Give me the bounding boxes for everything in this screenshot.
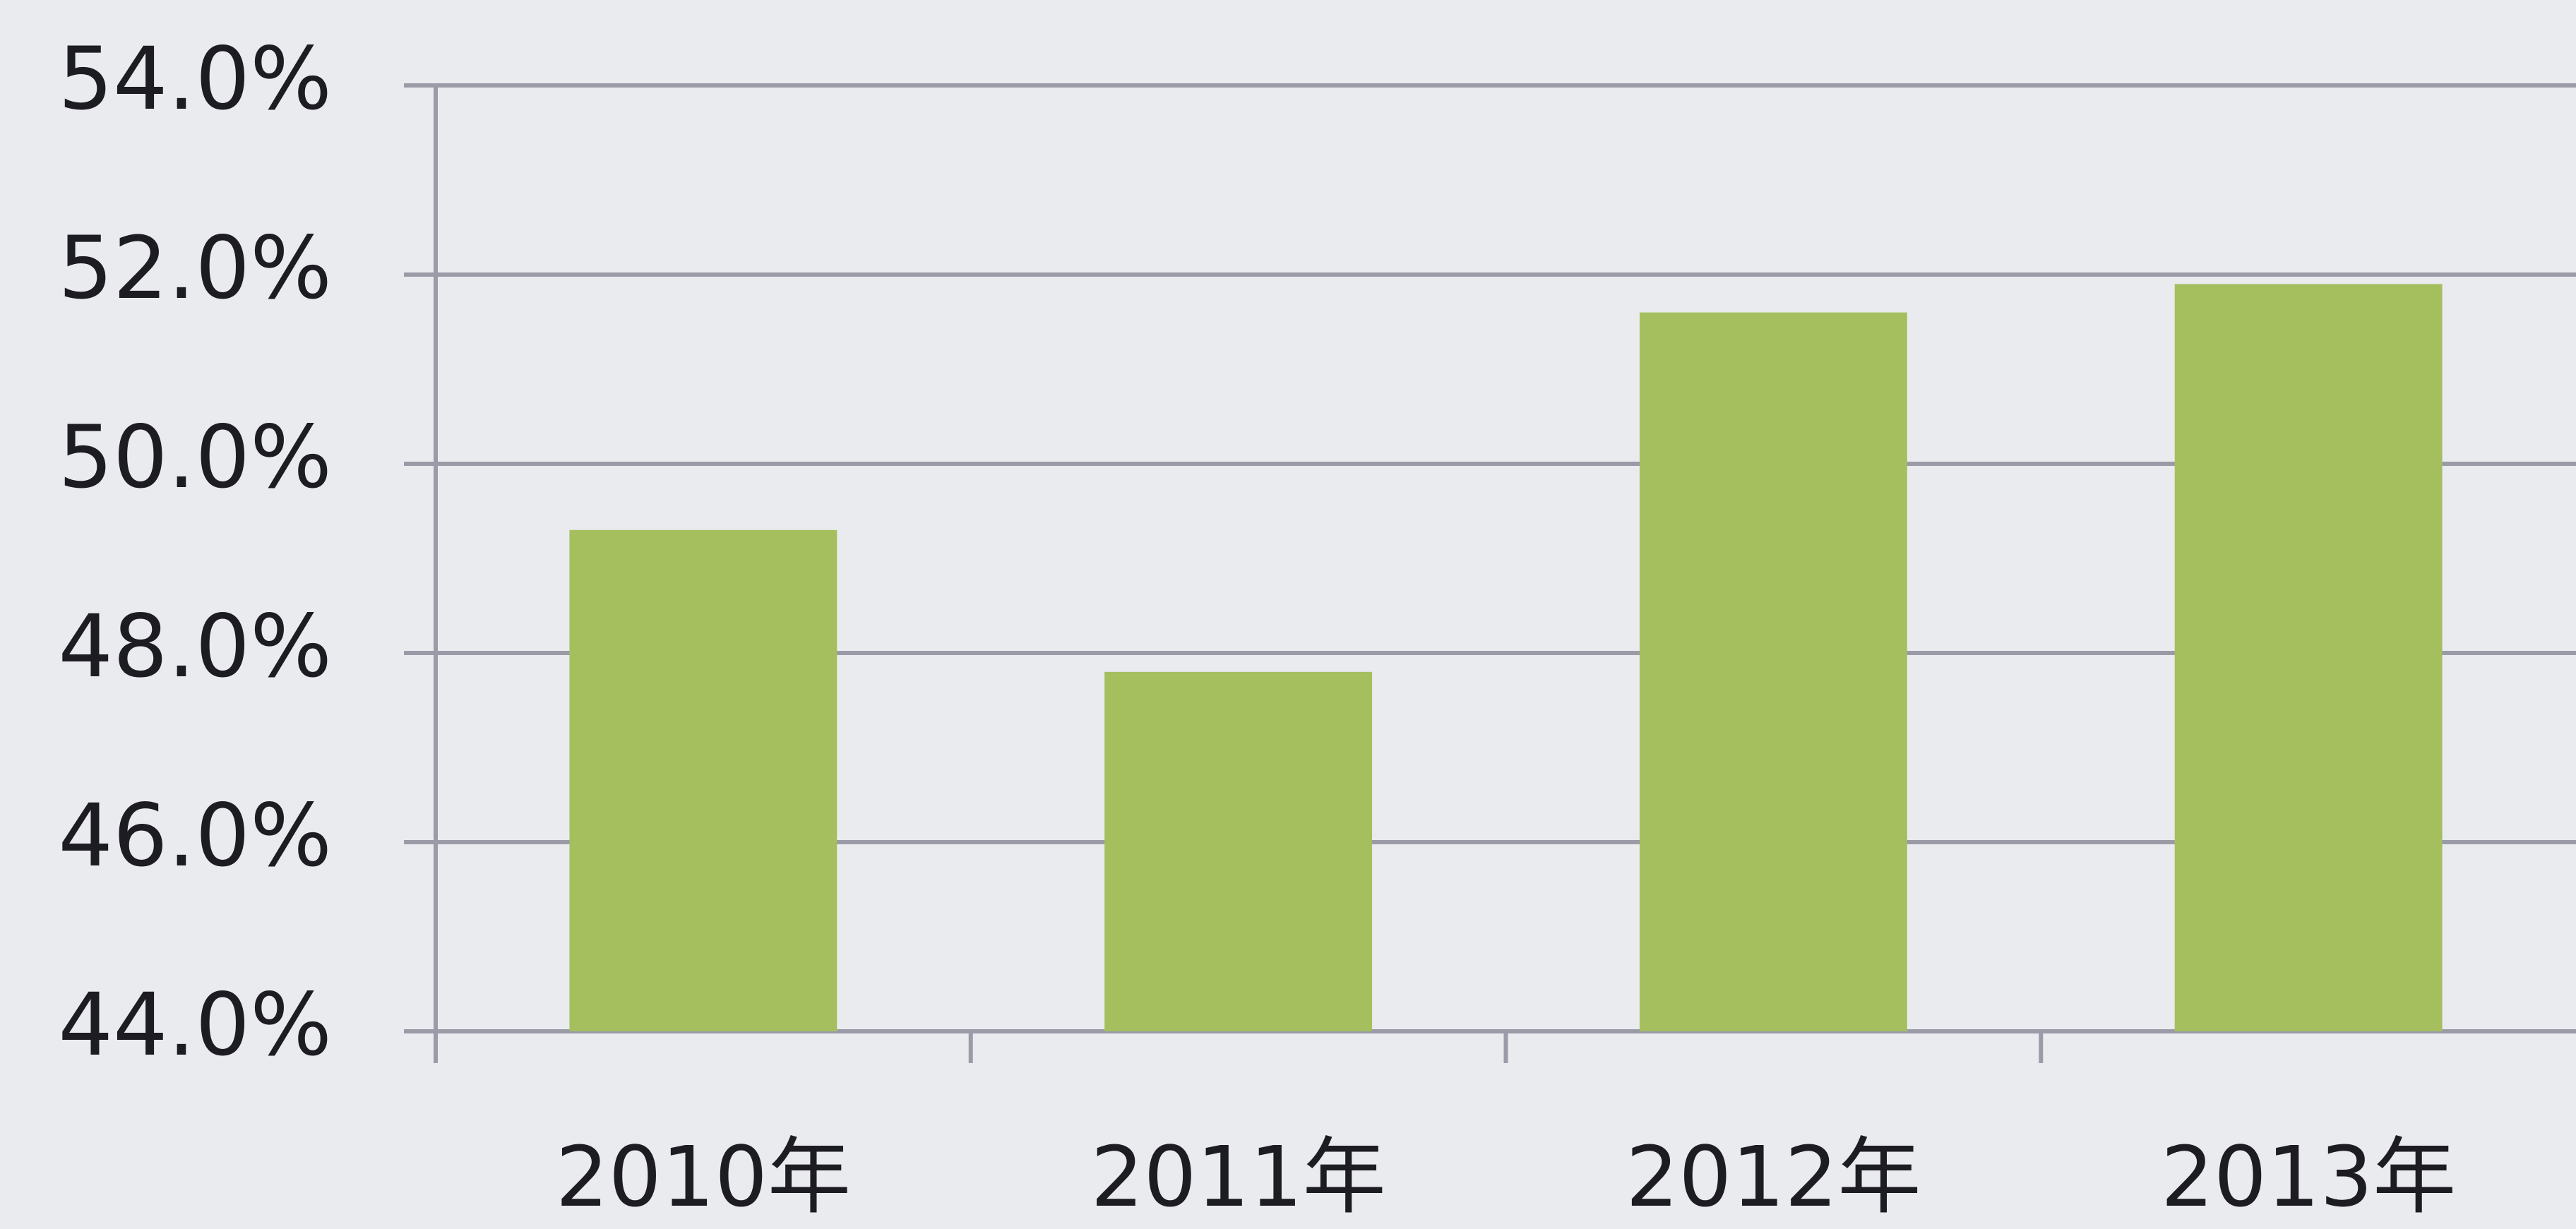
- y-tick-label: 54.0%: [58, 29, 332, 129]
- y-tick-label: 44.0%: [58, 975, 332, 1075]
- bar: [1639, 312, 1907, 1032]
- y-tick-label: 48.0%: [58, 596, 332, 697]
- bar: [1104, 671, 1373, 1031]
- bar: [2174, 284, 2443, 1031]
- y-tick-label: 46.0%: [58, 786, 332, 886]
- y-tick-label: 50.0%: [58, 407, 332, 508]
- x-tick-label: 2010年: [556, 1128, 851, 1225]
- x-tick-label: 2011年: [1090, 1128, 1385, 1225]
- bar: [569, 529, 837, 1031]
- x-tick-label: 2012年: [1626, 1128, 1921, 1225]
- y-tick-label: 52.0%: [58, 218, 332, 318]
- x-tick-label: 2013年: [2161, 1128, 2456, 1225]
